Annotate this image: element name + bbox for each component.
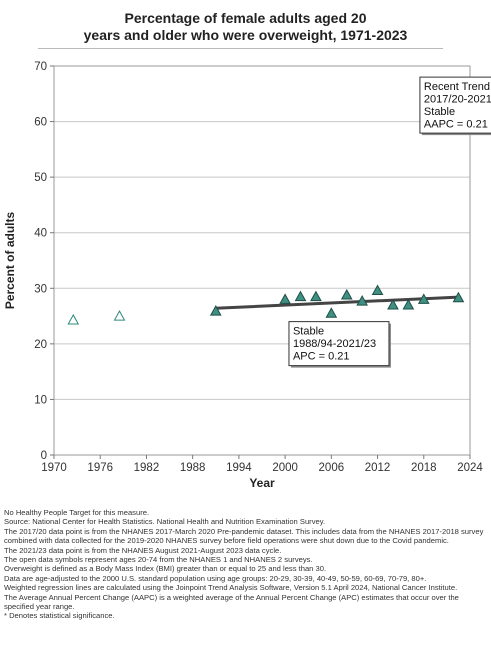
data-point-open-0 <box>67 313 80 325</box>
chart-title-line-1: Percentage of female adults aged 20 <box>124 10 367 26</box>
footnote-line: Weighted regression lines are calculated… <box>4 583 458 593</box>
footnote-line: Data are age-adjusted to the 2000 U.S. s… <box>4 573 427 583</box>
annotation-line: AAPC = 0.21 <box>424 119 488 131</box>
footnote-line: Overweight is defined as a Body Mass Ind… <box>4 564 327 574</box>
x-tick-label: 2024 <box>457 462 483 474</box>
annotation-line: Recent Trend <box>424 81 490 93</box>
footnote-line: The 2017/20 data point is from the NHANE… <box>4 526 484 546</box>
y-tick-label: 10 <box>34 394 47 406</box>
x-tick-label: 2006 <box>319 462 345 474</box>
x-tick-label: 1994 <box>226 462 252 474</box>
gridlines <box>54 121 470 400</box>
y-axis-label: Percent of adults <box>3 212 17 310</box>
y-tick-label: 40 <box>34 228 47 240</box>
annotation-line: Stable <box>424 106 455 118</box>
y-tick-label: 20 <box>34 339 47 351</box>
annotation-line: 2017/20-2021/23 <box>424 94 491 106</box>
x-tick-label: 1988 <box>180 462 206 474</box>
data-point-filled-4 <box>325 307 338 318</box>
data-point-open-1 <box>113 310 126 321</box>
x-tick-label: 1976 <box>87 462 113 474</box>
plot-area <box>53 65 471 456</box>
x-tick-label: 2012 <box>365 462 391 474</box>
footnote-line: The open data symbols represent ages 20-… <box>4 555 313 565</box>
data-point-filled-10 <box>417 293 430 304</box>
footnotes: No Healthy People Target for this measur… <box>4 508 488 621</box>
y-tick-label: 50 <box>34 172 47 184</box>
chart: 0 10 20 30 40 50 60 70 1970 1976 1982 1988 1994 2000… <box>3 61 491 490</box>
footnote-line: The Average Annual Percent Change (AAPC)… <box>4 592 459 612</box>
data-point-filled-6 <box>356 295 368 306</box>
annotation-frame <box>419 76 491 134</box>
y-axis: 0 10 20 30 40 50 60 70 <box>34 61 54 462</box>
chart-title: Percentage of female adults aged 20 year… <box>0 10 491 44</box>
x-tick-label: 1982 <box>134 462 160 474</box>
annotation-line: APC = 0.21 <box>293 351 350 363</box>
x-axis: 1970 1976 1982 1988 1994 2000 2006 2012 2018 2024 <box>41 455 483 474</box>
annotation-line: 1988/94-2021/23 <box>293 338 376 350</box>
x-axis-label: Year <box>249 476 275 490</box>
data-point-filled-8 <box>387 298 399 310</box>
annotation-frame <box>288 321 390 367</box>
annotation-line: Stable <box>293 326 324 338</box>
y-tick-label: 70 <box>34 61 47 73</box>
data-point-filled-7 <box>371 284 384 296</box>
y-tick-label: 30 <box>34 283 47 295</box>
data-points <box>67 284 465 325</box>
chart-title-line-2: years and older who were overweight, 197… <box>83 27 408 43</box>
footnote-line: * Denotes statistical significance. <box>4 611 115 621</box>
trend-line-group <box>214 295 460 310</box>
title-divider <box>38 48 443 49</box>
footnote-line: Source: National Center for Health Stati… <box>4 517 326 527</box>
trend-line <box>214 295 460 310</box>
footnote-line: The 2021/23 data point is from the NHANE… <box>4 545 282 555</box>
data-point-filled-0 <box>209 305 222 316</box>
x-tick-label: 2018 <box>411 462 437 474</box>
data-point-filled-1 <box>279 293 291 304</box>
y-tick-label: 60 <box>34 117 47 129</box>
data-point-filled-3 <box>310 290 322 302</box>
footnote-line: No Healthy People Target for this measur… <box>4 508 150 517</box>
x-tick-label: 1970 <box>41 462 67 474</box>
x-tick-label: 2000 <box>272 462 298 474</box>
data-point-filled-5 <box>340 288 353 300</box>
data-point-filled-2 <box>294 290 307 302</box>
y-tick-label: 0 <box>41 450 47 462</box>
data-point-filled-9 <box>402 298 415 310</box>
data-point-filled-11 <box>452 291 465 303</box>
